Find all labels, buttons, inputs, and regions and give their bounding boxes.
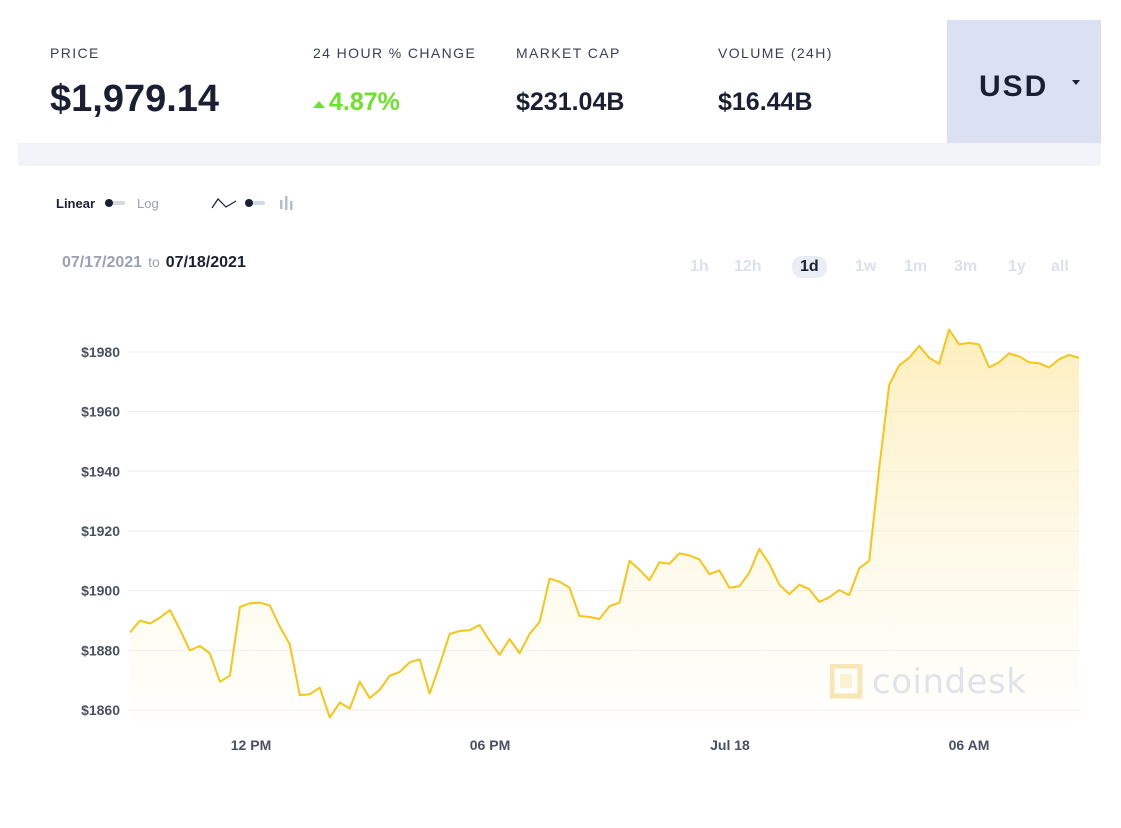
watermark-text: coindesk	[872, 662, 1027, 702]
coindesk-watermark: coindesk	[830, 662, 1026, 702]
market-cap-label: MARKET CAP	[516, 45, 621, 61]
section-divider	[18, 143, 1101, 166]
change-percent: 4.87%	[329, 88, 400, 116]
chart-type-toggle[interactable]	[244, 199, 267, 207]
range-all[interactable]: all	[1051, 258, 1069, 275]
date-to-label: to	[148, 254, 160, 270]
range-1d[interactable]: 1d	[792, 256, 827, 278]
range-12h[interactable]: 12h	[734, 258, 762, 275]
coindesk-logo-icon	[830, 664, 863, 699]
change-value: 4.87%	[313, 88, 400, 117]
currency-dropdown[interactable]: USD	[947, 20, 1101, 143]
arrow-up-icon	[313, 101, 325, 108]
change-label: 24 HOUR % CHANGE	[313, 45, 477, 61]
line-chart-icon[interactable]	[211, 196, 237, 210]
stats-bar: PRICE $1,979.14 24 HOUR % CHANGE 4.87% M…	[30, 20, 947, 143]
range-1y[interactable]: 1y	[1008, 258, 1026, 275]
range-1m[interactable]: 1m	[904, 258, 928, 275]
volume-label: VOLUME (24H)	[718, 45, 833, 61]
volume-value: $16.44B	[718, 88, 813, 116]
range-3m[interactable]: 3m	[954, 258, 978, 275]
market-cap-value: $231.04B	[516, 88, 625, 116]
log-label[interactable]: Log	[137, 195, 159, 211]
range-1h[interactable]: 1h	[690, 258, 709, 275]
currency-label: USD	[979, 70, 1049, 103]
price-value: $1,979.14	[50, 78, 220, 120]
chevron-down-icon	[1072, 80, 1080, 85]
price-label: PRICE	[50, 45, 100, 61]
date-range[interactable]: 07/17/2021 to 07/18/2021	[62, 254, 246, 272]
scale-toggle-row: Linear Log	[56, 192, 295, 214]
range-1w[interactable]: 1w	[855, 258, 877, 275]
date-start[interactable]: 07/17/2021	[62, 254, 143, 271]
date-end[interactable]: 07/18/2021	[165, 254, 246, 271]
scale-toggle[interactable]	[105, 199, 127, 207]
linear-label[interactable]: Linear	[56, 195, 96, 211]
candlestick-icon[interactable]	[279, 195, 295, 211]
